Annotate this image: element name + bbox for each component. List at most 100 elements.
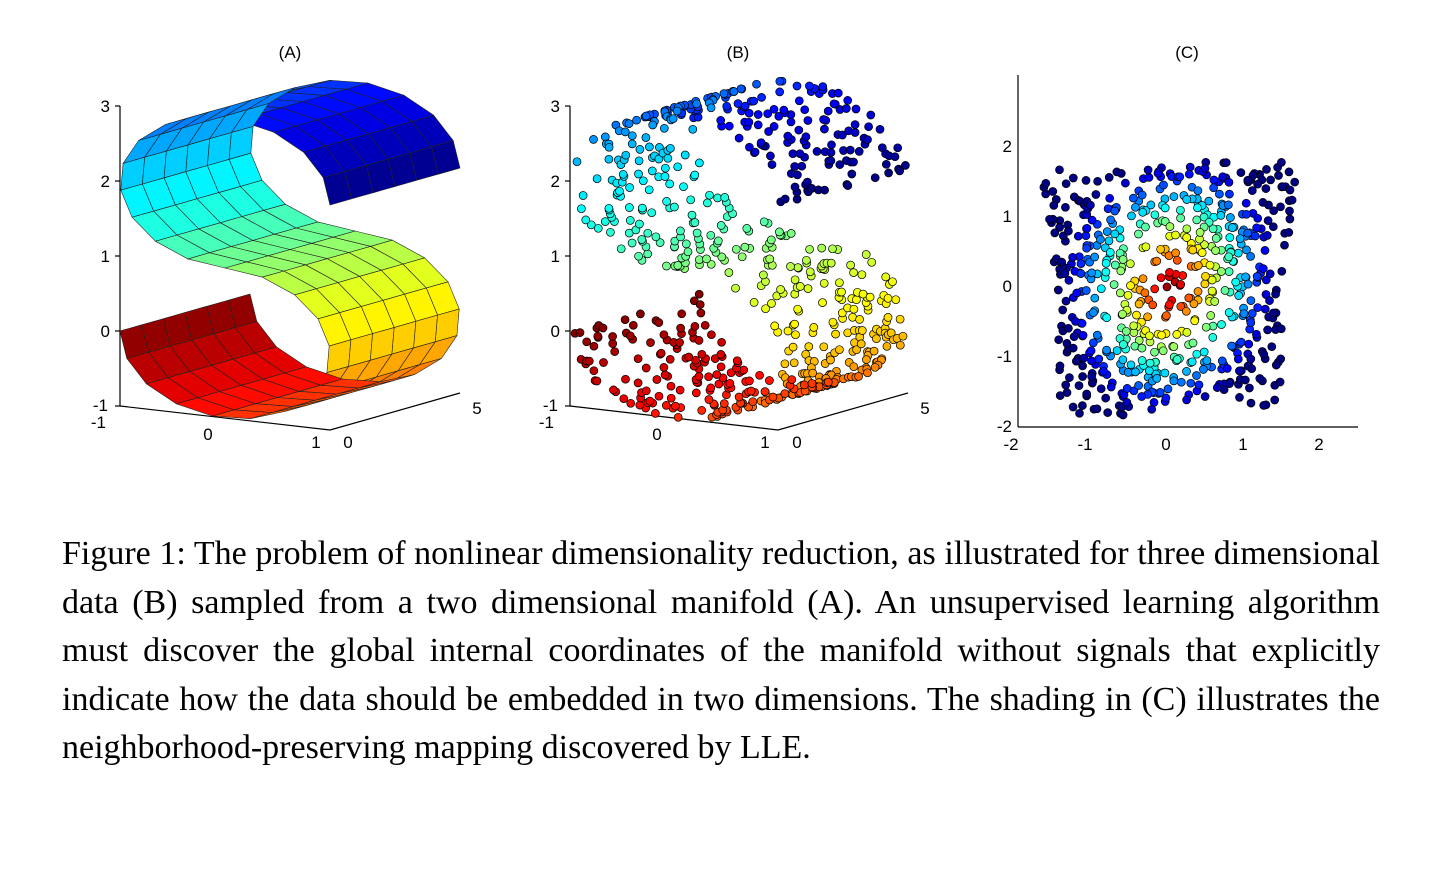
- scatter-point: [702, 254, 711, 264]
- scatter-point: [716, 221, 726, 230]
- scatter-point: [854, 147, 864, 156]
- embedding-point: [1236, 337, 1246, 347]
- scatter-point: [803, 284, 813, 293]
- embedding-point: [1076, 269, 1086, 278]
- scatter-point: [672, 106, 682, 116]
- embedding-point: [1068, 173, 1078, 183]
- embedding-point: [1184, 293, 1194, 303]
- embedding-point: [1224, 252, 1234, 262]
- embedding-point: [1246, 354, 1256, 364]
- embedding-point: [1172, 330, 1182, 339]
- embedding-point: [1171, 230, 1180, 240]
- embedding-point: [1055, 165, 1064, 175]
- scatter-point: [786, 229, 796, 238]
- embedding-point: [1260, 304, 1270, 314]
- scatter-point: [787, 375, 797, 384]
- embedding-point: [1129, 193, 1138, 203]
- embedding-point: [1162, 311, 1171, 320]
- embedding-point: [1266, 175, 1275, 185]
- embedding-point: [1091, 190, 1101, 199]
- scatter-point: [790, 182, 800, 192]
- scatter-point: [802, 255, 811, 265]
- embedding-point: [1269, 308, 1278, 318]
- scatter-point: [849, 268, 858, 277]
- scatter-point: [783, 326, 793, 336]
- embedding-point: [1247, 186, 1257, 195]
- scatter-point: [610, 347, 620, 356]
- embedding-point: [1105, 248, 1115, 257]
- scatter-point: [635, 145, 645, 154]
- embedding-point: [1050, 228, 1060, 238]
- scatter-point: [620, 127, 630, 137]
- scatter-point: [828, 317, 838, 327]
- embedding-point: [1187, 357, 1197, 367]
- embedding-point: [1074, 381, 1084, 390]
- embedding-point: [1194, 380, 1204, 390]
- embedding-point: [1134, 229, 1143, 239]
- scatter-point: [641, 363, 651, 373]
- scatter-point: [684, 352, 694, 362]
- embedding-point: [1160, 203, 1170, 213]
- embedding-point: [1217, 267, 1226, 276]
- panel-b-z-tick: 0: [551, 322, 560, 341]
- scatter-point: [719, 89, 729, 98]
- embedding-point: [1265, 269, 1275, 279]
- embedding-point: [1061, 179, 1071, 189]
- scatter-point: [660, 370, 670, 380]
- embedding-point: [1220, 286, 1230, 295]
- embedding-point: [1169, 342, 1179, 352]
- scatter-point: [759, 270, 768, 280]
- scatter-point: [731, 244, 741, 254]
- scatter-point: [854, 372, 863, 381]
- embedding-point: [1078, 361, 1087, 371]
- scatter-point: [637, 203, 647, 213]
- embedding-point: [1086, 346, 1096, 356]
- embedding-point: [1250, 231, 1260, 241]
- embedding-point: [1134, 381, 1143, 390]
- embedding-point: [1093, 176, 1102, 186]
- embedding-point: [1162, 282, 1172, 292]
- embedding-point: [1090, 252, 1100, 262]
- scatter-point: [706, 103, 716, 113]
- embedding-point: [1176, 377, 1186, 387]
- scatter-point: [826, 156, 836, 166]
- embedding-point: [1160, 368, 1170, 378]
- scatter-point: [724, 121, 734, 131]
- embedding-point: [1216, 211, 1226, 220]
- scatter-point: [877, 143, 887, 153]
- scatter-point: [676, 323, 685, 333]
- scatter-point: [797, 161, 807, 171]
- s-curve-surface: [119, 79, 461, 420]
- panel-b-z-tick: 3: [551, 97, 560, 116]
- scatter-point: [835, 160, 845, 169]
- scatter-point: [663, 153, 673, 163]
- embedding-point: [1211, 246, 1220, 255]
- embedding-point: [1277, 182, 1287, 191]
- scatter-point: [828, 244, 837, 254]
- embedding-point: [1152, 374, 1162, 383]
- scatter-point: [734, 133, 744, 143]
- scatter-point: [578, 191, 588, 200]
- embedding-point: [1172, 255, 1182, 265]
- embedding-point: [1199, 365, 1208, 374]
- scatter-point: [872, 334, 881, 344]
- embedding-point: [1284, 228, 1294, 237]
- scatter-point: [598, 323, 608, 333]
- embedding-point: [1182, 233, 1192, 242]
- scatter-point: [690, 218, 700, 227]
- scatter-point: [852, 345, 861, 355]
- embedding-point: [1181, 306, 1191, 316]
- scatter-point: [795, 282, 805, 291]
- embedding-point: [1267, 342, 1277, 352]
- embedding-point: [1188, 338, 1198, 348]
- panel-b-y-tick: 0: [792, 433, 801, 452]
- embedding-point: [1131, 367, 1140, 377]
- embedding-point: [1064, 226, 1073, 236]
- embedding-point: [1123, 290, 1133, 300]
- embedding-point: [1242, 245, 1251, 255]
- scatter-point: [626, 398, 636, 408]
- embedding-point: [1060, 269, 1070, 278]
- scatter-point: [654, 391, 664, 401]
- embedding-point: [1055, 361, 1065, 371]
- scatter-point: [716, 116, 726, 125]
